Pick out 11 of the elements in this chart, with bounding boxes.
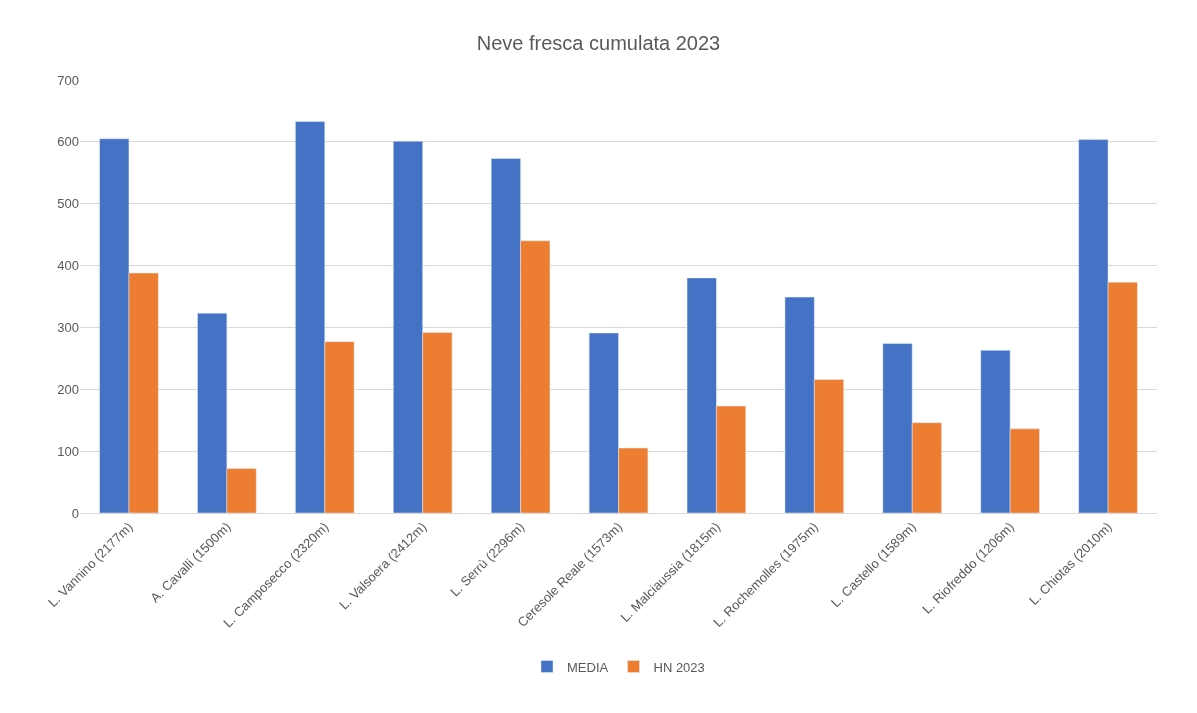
y-tick-label: 0 [71,505,79,521]
y-tick-label: 100 [57,443,79,459]
y-tick-label: 600 [57,134,79,150]
y-tick-label: 700 [57,72,79,88]
y-tick-label: 200 [57,381,79,397]
chart-title: Neve fresca cumulata 2023 [476,31,721,54]
y-tick-label: 300 [57,319,79,335]
y-tick-label: 400 [57,258,79,274]
legend-label: HN 2023 [653,659,705,675]
legend-label: MEDIA [567,659,609,675]
y-tick-label: 500 [57,196,79,212]
